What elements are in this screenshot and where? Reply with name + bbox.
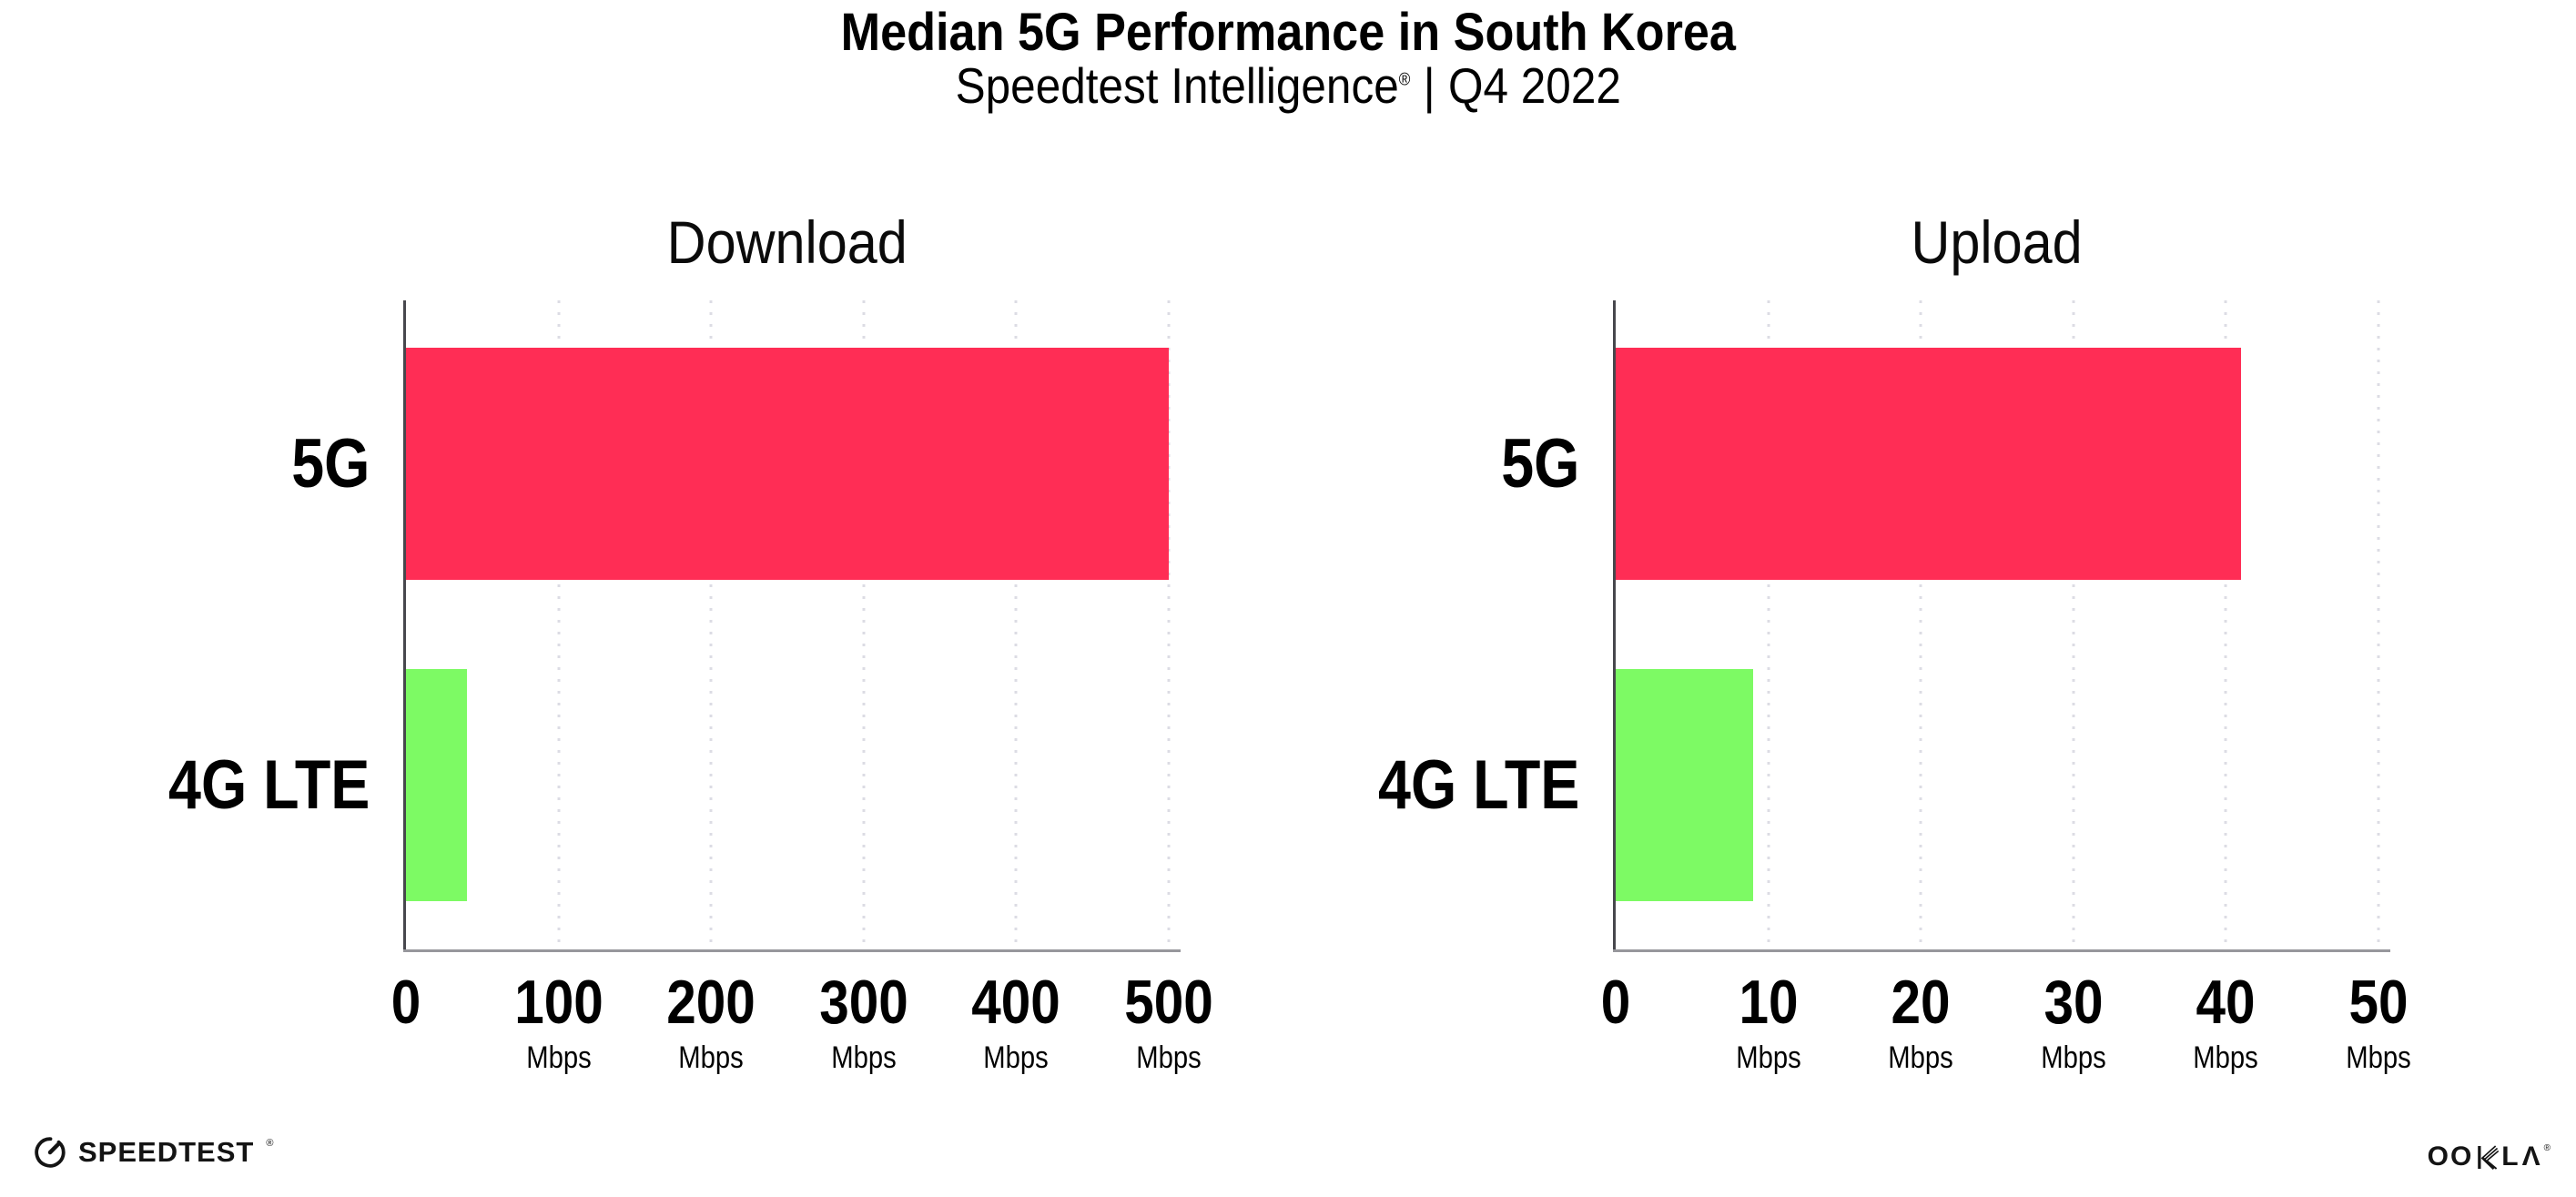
x-tick-40: 40 Mbps <box>2188 971 2264 1073</box>
category-label-4g-lte: 4G LTE <box>1343 669 1579 901</box>
x-tick-inner: 200 Mbps <box>666 971 756 1073</box>
upload-y-axis-line <box>1613 300 1616 949</box>
x-tick-value: 300 <box>819 968 908 1037</box>
figure-subtitle: Speedtest Intelligence® | Q4 2022 <box>0 56 2576 115</box>
subtitle-period: Q4 2022 <box>1447 57 1621 114</box>
gridline-10 <box>1767 300 1770 949</box>
category-label-text: 4G LTE <box>167 746 370 824</box>
category-label-text: 5G <box>1500 425 1579 502</box>
ookla-trademark: ® <box>2543 1143 2551 1153</box>
download-chart: Download 0 100 Mbps 200 Mbps 300 Mbps 400 Mbps 50… <box>168 208 1213 1073</box>
download-chart-title-text: Download <box>666 208 908 276</box>
x-tick-inner: 100 Mbps <box>514 971 603 1073</box>
x-tick-value: 30 <box>2044 968 2104 1037</box>
x-tick-0: 0 <box>1598 971 1633 1033</box>
x-tick-inner: 300 Mbps <box>819 971 908 1073</box>
gridline-500 <box>1167 300 1171 949</box>
x-tick-inner: 20 Mbps <box>1888 971 1953 1073</box>
speedtest-gauge-icon <box>35 1137 66 1168</box>
speedtest-wordmark: SPEEDTEST <box>78 1136 255 1168</box>
gridline-30 <box>2072 300 2075 949</box>
x-tick-inner: 0 <box>391 971 421 1033</box>
subtitle-separator: | <box>1423 57 1435 114</box>
x-tick-inner: 400 Mbps <box>972 971 1061 1073</box>
x-tick-30: 30 Mbps <box>2035 971 2111 1073</box>
x-tick-inner: 50 Mbps <box>2346 971 2411 1073</box>
ookla-wordmark-l: L <box>2501 1141 2520 1172</box>
bar-5g <box>1616 348 2242 580</box>
upload-plot-area <box>1613 300 2390 952</box>
download-x-axis-line <box>403 949 1181 952</box>
x-tick-value: 50 <box>2348 968 2409 1037</box>
x-tick-unit-label: Mbps <box>1735 1040 1801 1075</box>
upload-chart-title: Upload <box>1616 208 2378 277</box>
bar-4g-lte <box>406 669 468 901</box>
x-tick-unit-label: Mbps <box>1136 1040 1202 1075</box>
figure-title: Median 5G Performance in South Korea <box>0 2 2576 63</box>
ookla-k-glyph <box>2478 1144 2500 1170</box>
speedtest-trademark: ® <box>266 1138 274 1149</box>
category-label-4g-lte: 4G LTE <box>133 669 370 901</box>
x-tick-value: 500 <box>1124 968 1213 1037</box>
x-tick-500: 500 Mbps <box>1117 971 1220 1073</box>
x-tick-value: 20 <box>1891 968 1951 1037</box>
x-tick-inner: 10 Mbps <box>1736 971 1801 1073</box>
download-y-axis-line <box>403 300 406 949</box>
x-tick-400: 400 Mbps <box>965 971 1068 1073</box>
x-tick-0: 0 <box>389 971 423 1033</box>
upload-chart-title-text: Upload <box>1911 208 2084 276</box>
figure-subtitle-text: Speedtest Intelligence® | Q4 2022 <box>955 56 1620 115</box>
registered-mark: ® <box>1398 70 1411 90</box>
x-tick-value: 40 <box>2196 968 2256 1037</box>
category-label-5g: 5G <box>1487 348 1579 580</box>
x-tick-inner: 500 Mbps <box>1124 971 1213 1073</box>
x-tick-100: 100 Mbps <box>507 971 610 1073</box>
upload-chart: Upload 0 10 Mbps 20 Mbps 30 Mbps 40 Mbps 50 Mbps 5… <box>1378 208 2411 1073</box>
x-tick-value: 0 <box>1600 968 1631 1037</box>
ookla-wordmark-oo: OO <box>2427 1141 2474 1172</box>
download-chart-title: Download <box>406 208 1169 277</box>
x-tick-inner: 40 Mbps <box>2194 971 2259 1073</box>
ookla-wordmark-a: Λ <box>2521 1141 2542 1172</box>
x-tick-unit-label: Mbps <box>2193 1040 2259 1075</box>
x-tick-unit-label: Mbps <box>1888 1040 1953 1075</box>
gridline-50 <box>2377 300 2380 949</box>
x-tick-unit-label: Mbps <box>983 1040 1050 1075</box>
x-tick-inner: 0 <box>1601 971 1631 1033</box>
bar-4g-lte <box>1616 669 1753 901</box>
x-tick-value: 10 <box>1739 968 1799 1037</box>
download-plot-area <box>403 300 1181 952</box>
x-tick-200: 200 Mbps <box>659 971 762 1073</box>
x-tick-unit-label: Mbps <box>831 1040 897 1075</box>
gridline-300 <box>862 300 866 949</box>
gridline-200 <box>709 300 713 949</box>
gridline-100 <box>557 300 561 949</box>
x-tick-20: 20 Mbps <box>1883 971 1959 1073</box>
speedtest-logo: SPEEDTEST ® <box>33 1135 273 1170</box>
x-tick-unit-label: Mbps <box>678 1040 744 1075</box>
upload-x-axis-line <box>1613 949 2390 952</box>
x-tick-value: 200 <box>666 968 756 1037</box>
x-tick-unit-label: Mbps <box>2041 1040 2106 1075</box>
category-label-text: 4G LTE <box>1377 746 1579 824</box>
bar-5g <box>406 348 1169 580</box>
category-label-text: 5G <box>290 425 370 502</box>
x-tick-value: 100 <box>513 968 603 1037</box>
category-label-5g: 5G <box>278 348 370 580</box>
x-tick-inner: 30 Mbps <box>2041 971 2106 1073</box>
gridline-20 <box>1919 300 1922 949</box>
ookla-logo: OO L Λ ® <box>2428 1141 2551 1172</box>
x-tick-50: 50 Mbps <box>2340 971 2416 1073</box>
subtitle-brand: Speedtest Intelligence <box>955 57 1399 114</box>
figure-title-text: Median 5G Performance in South Korea <box>840 3 1736 62</box>
x-tick-value: 400 <box>971 968 1061 1037</box>
gridline-40 <box>2224 300 2227 949</box>
x-tick-unit-label: Mbps <box>2346 1040 2411 1075</box>
x-tick-value: 0 <box>390 968 421 1037</box>
x-tick-300: 300 Mbps <box>812 971 915 1073</box>
x-tick-unit-label: Mbps <box>525 1040 592 1075</box>
gridline-400 <box>1014 300 1018 949</box>
x-tick-10: 10 Mbps <box>1730 971 1806 1073</box>
